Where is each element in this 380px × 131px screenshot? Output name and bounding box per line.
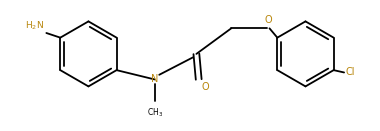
Text: O: O [264, 15, 272, 25]
Text: Cl: Cl [345, 67, 355, 77]
Text: CH$_3$: CH$_3$ [147, 106, 163, 119]
Text: O: O [201, 82, 209, 92]
Text: H$_2$N: H$_2$N [25, 19, 44, 32]
Text: N: N [151, 74, 158, 84]
